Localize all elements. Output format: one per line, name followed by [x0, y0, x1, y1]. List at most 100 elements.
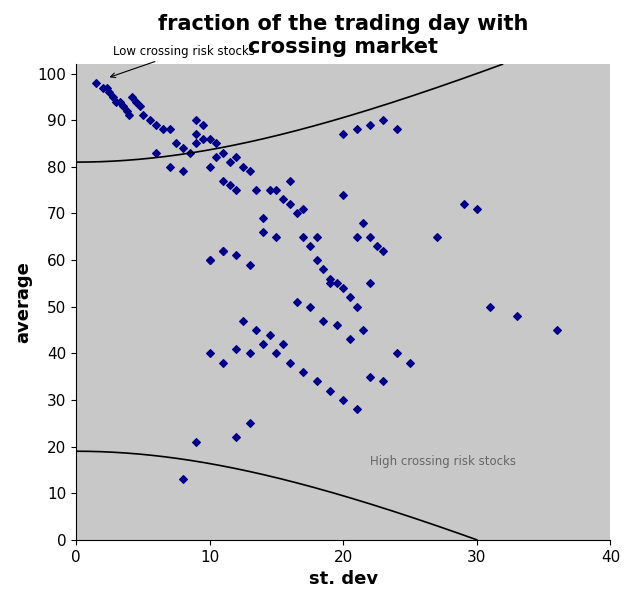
Point: [365, 232, 375, 241]
Point: [332, 279, 342, 288]
Point: [298, 232, 308, 241]
Point: [151, 120, 161, 129]
Point: [325, 386, 335, 396]
Point: [205, 255, 215, 265]
Point: [378, 116, 389, 125]
Point: [118, 101, 128, 111]
Point: [98, 82, 108, 92]
Point: [365, 120, 375, 129]
Point: [305, 302, 315, 311]
Point: [211, 153, 221, 163]
Point: [278, 194, 288, 204]
Point: [271, 185, 281, 195]
Point: [352, 405, 362, 414]
Point: [311, 376, 321, 386]
Point: [231, 153, 242, 163]
Point: [184, 148, 195, 158]
Point: [458, 199, 469, 209]
Point: [338, 190, 348, 200]
Point: [178, 474, 188, 484]
Point: [365, 372, 375, 382]
Point: [115, 97, 125, 107]
Point: [91, 78, 101, 88]
Point: [245, 418, 255, 428]
Point: [178, 167, 188, 176]
Point: [325, 274, 335, 284]
Point: [265, 330, 275, 340]
Point: [164, 162, 174, 172]
Point: [127, 92, 137, 102]
Point: [108, 92, 119, 102]
Point: [191, 138, 202, 148]
Point: [338, 395, 348, 405]
Point: [358, 218, 368, 228]
Point: [198, 134, 208, 144]
Point: [392, 349, 402, 358]
Point: [278, 339, 288, 349]
Point: [405, 358, 415, 367]
Point: [205, 162, 215, 172]
Point: [164, 125, 174, 134]
Point: [552, 325, 562, 335]
Point: [345, 335, 355, 344]
Point: [358, 325, 368, 335]
Point: [224, 157, 235, 167]
Point: [205, 134, 215, 144]
Y-axis label: average: average: [14, 261, 32, 343]
Point: [271, 349, 281, 358]
Point: [298, 204, 308, 214]
Point: [178, 143, 188, 153]
Point: [285, 358, 295, 367]
Point: [191, 116, 202, 125]
Point: [105, 87, 115, 97]
Point: [224, 181, 235, 190]
Point: [472, 204, 482, 214]
Point: [158, 125, 168, 134]
Point: [211, 138, 221, 148]
Point: [124, 111, 134, 120]
Point: [231, 185, 242, 195]
Point: [332, 320, 342, 330]
Text: High crossing risk stocks: High crossing risk stocks: [370, 455, 516, 468]
Point: [138, 111, 148, 120]
Point: [135, 101, 145, 111]
Point: [218, 246, 228, 255]
Point: [311, 255, 321, 265]
Point: [352, 302, 362, 311]
Point: [338, 283, 348, 293]
Point: [378, 376, 389, 386]
Point: [171, 138, 181, 148]
Point: [191, 129, 202, 139]
Point: [372, 241, 382, 251]
Point: [392, 125, 402, 134]
Point: [231, 432, 242, 442]
Point: [292, 297, 302, 307]
Point: [198, 120, 208, 129]
Text: Low crossing risk stocks: Low crossing risk stocks: [110, 45, 256, 78]
Point: [251, 325, 261, 335]
Point: [338, 129, 348, 139]
Point: [258, 213, 268, 223]
Point: [378, 246, 389, 255]
Point: [218, 358, 228, 367]
Point: [245, 349, 255, 358]
Point: [432, 232, 442, 241]
Point: [245, 167, 255, 176]
Point: [245, 260, 255, 270]
Point: [311, 232, 321, 241]
Point: [258, 227, 268, 237]
Point: [345, 293, 355, 302]
Point: [101, 82, 112, 92]
Point: [325, 279, 335, 288]
Point: [218, 246, 228, 255]
Point: [218, 148, 228, 158]
Point: [238, 316, 248, 326]
Point: [265, 185, 275, 195]
Point: [512, 311, 522, 321]
Point: [111, 97, 121, 107]
Point: [231, 344, 242, 353]
Point: [318, 316, 328, 326]
Point: [191, 437, 202, 447]
X-axis label: st. dev: st. dev: [309, 570, 378, 588]
Point: [292, 209, 302, 219]
